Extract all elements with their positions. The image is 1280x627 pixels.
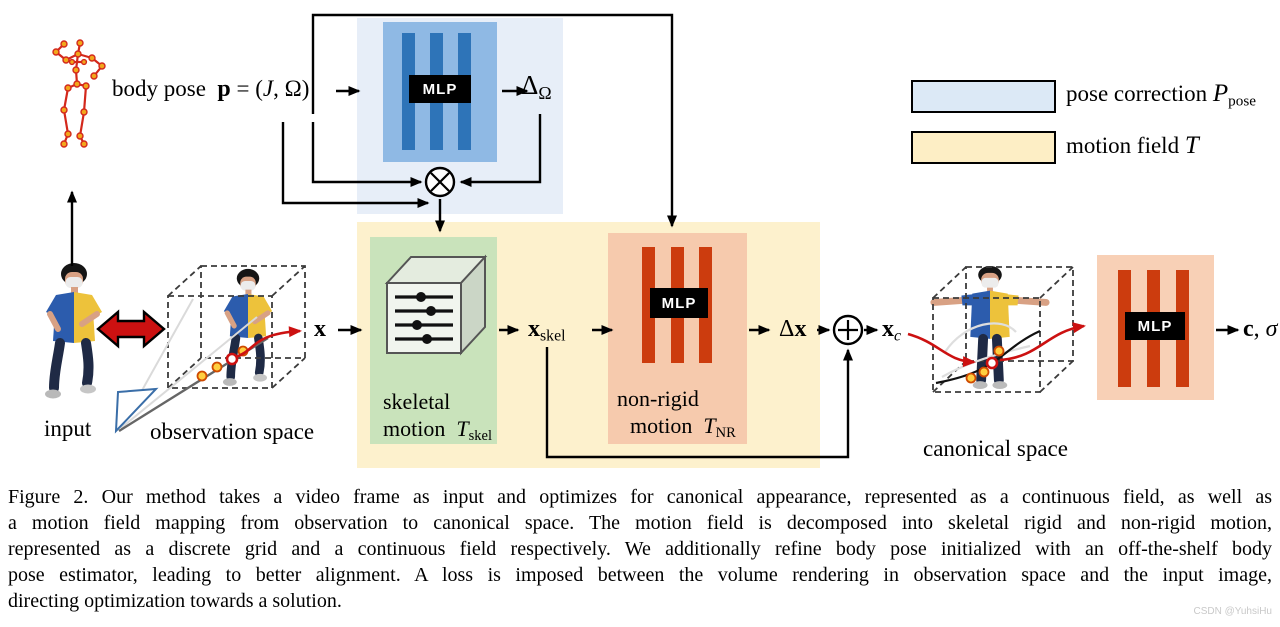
observation-space-label: observation space [150,419,315,444]
pose-mlp-label: MLP [409,75,471,103]
delta-x-label: Δx [779,316,807,342]
caption-line: directing optimization towards a solutio… [8,590,342,612]
mlp-bar [402,33,415,150]
delta-omega-label: ΔΩ [521,70,552,103]
oplus-icon [832,314,864,346]
mlp-bar [642,247,655,363]
camera-icon [114,387,159,434]
observation-person-image [210,268,286,389]
ray-sample-points [196,345,249,382]
observation-cube [167,265,306,389]
canonical-mlp-label: MLP [1125,312,1185,340]
nonrigid-mlp-label: MLP [650,288,708,318]
skeletal-grid-cube-icon [381,249,497,359]
body-pose-label: body pose p = (J, Ω) [112,76,310,102]
diagram-connectors [67,13,1240,459]
xc-out-curve [999,322,1086,362]
nonrigid-motion-box: MLP [608,233,747,444]
canonical-sample-points [965,345,1005,384]
body-pose-skeleton-icon [46,36,112,176]
legend-pose-swatch [911,80,1056,113]
pose-mlp-block: MLP [383,22,497,162]
xc-in-curve [907,332,976,368]
caption-line: Figure 2. Our method takes a video frame… [8,486,1272,508]
x-skel-label: xskel [528,316,566,345]
c-sigma-label: c, σ [1243,316,1278,342]
canonical-cube [932,266,1074,393]
x-label: x [314,316,326,342]
watermark: CSDN @YuhsiHu [1193,606,1272,617]
canonical-mlp-block: MLP [1097,255,1214,400]
canonical-space-label: canonical space [923,436,1068,461]
nonrigid-motion-label: non-rigid motion TNR [617,386,736,442]
double-arrow-icon [96,309,166,349]
camera-frustum-edge [120,316,258,429]
caption-line: pose estimator, leading to better alignm… [8,564,1272,586]
caption-line: a motion field mapping from observation … [8,512,1272,534]
legend-motion-swatch [911,131,1056,164]
caption-line: represented as a discrete grid and a con… [8,538,1272,560]
input-label: input [44,416,92,441]
sample-to-x-curve [235,326,302,359]
skeletal-motion-label: skeletal motion Tskel [383,389,492,445]
otimes-icon [424,166,456,198]
legend-pose-label: pose correction Ppose [1066,80,1256,110]
x-c-label: xc [882,316,902,345]
legend-motion-label: motion field T [1066,132,1199,159]
input-person-image [30,262,118,402]
mlp-bar [1118,270,1131,387]
